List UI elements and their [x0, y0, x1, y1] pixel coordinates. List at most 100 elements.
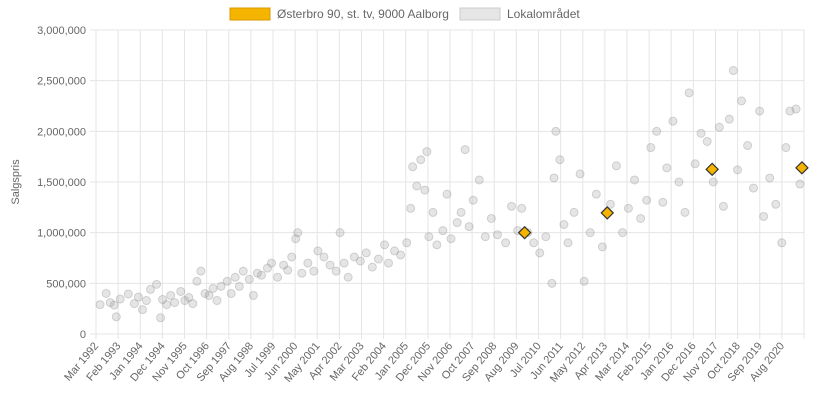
lokalomraadet-point[interactable]	[406, 203, 416, 213]
lokalomraadet-point[interactable]	[303, 258, 313, 268]
lokalomraadet-point[interactable]	[674, 177, 684, 187]
lokalomraadet-point[interactable]	[714, 122, 724, 132]
lokalomraadet-point[interactable]	[396, 250, 406, 260]
lokalomraadet-point[interactable]	[138, 305, 148, 315]
lokalomraadet-point[interactable]	[226, 288, 236, 298]
lokalomraadet-point[interactable]	[617, 228, 627, 238]
lokalomraadet-point[interactable]	[373, 254, 383, 264]
lokalomraadet-point[interactable]	[623, 203, 633, 213]
lokalomraadet-point[interactable]	[234, 281, 244, 291]
lokalomraadet-point[interactable]	[555, 155, 565, 165]
lokalomraadet-point[interactable]	[506, 201, 516, 211]
lokalomraadet-point[interactable]	[438, 226, 448, 236]
lokalomraadet-point[interactable]	[200, 288, 210, 298]
lokalomraadet-point[interactable]	[442, 189, 452, 199]
lokalomraadet-point[interactable]	[765, 173, 775, 183]
lokalomraadet-point[interactable]	[105, 298, 115, 308]
lokalomraadet-point[interactable]	[684, 88, 694, 98]
property-sale-point[interactable]	[705, 162, 720, 177]
lokalomraadet-point[interactable]	[287, 252, 297, 262]
lokalomraadet-point[interactable]	[158, 295, 168, 305]
lokalomraadet-point[interactable]	[486, 213, 496, 223]
lokalomraadet-point[interactable]	[408, 162, 418, 172]
lokalomraadet-point[interactable]	[549, 173, 559, 183]
legend[interactable]: Østerbro 90, st. tv, 9000 Aalborg Lokalom…	[229, 7, 580, 21]
lokalomraadet-point[interactable]	[547, 278, 557, 288]
lokalomraadet-point[interactable]	[156, 313, 166, 323]
lokalomraadet-point[interactable]	[123, 289, 133, 299]
lokalomraadet-point[interactable]	[559, 220, 569, 230]
lokalomraadet-point[interactable]	[343, 272, 353, 282]
lokalomraadet-point[interactable]	[141, 296, 151, 306]
lokalomraadet-point[interactable]	[646, 143, 656, 153]
lokalomraadet-point[interactable]	[222, 276, 232, 286]
lokalomraadet-point[interactable]	[111, 312, 121, 322]
lokalomraadet-point[interactable]	[702, 136, 712, 146]
lokalomraadet-point[interactable]	[208, 283, 218, 293]
lokalomraadet-point[interactable]	[133, 292, 143, 302]
lokalomraadet-point[interactable]	[349, 252, 359, 262]
lokalomraadet-point[interactable]	[724, 114, 734, 124]
lokalomraadet-point[interactable]	[696, 128, 706, 138]
lokalomraadet-point[interactable]	[585, 228, 595, 238]
lokalomraadet-point[interactable]	[291, 234, 301, 244]
lokalomraadet-point[interactable]	[642, 195, 652, 205]
lokalomraadet-point[interactable]	[605, 199, 615, 209]
lokalomraadet-point[interactable]	[529, 238, 539, 248]
lokalomraadet-point[interactable]	[355, 256, 365, 266]
lokalomraadet-point[interactable]	[446, 234, 456, 244]
lokalomraadet-point[interactable]	[474, 175, 484, 185]
lokalomraadet-point[interactable]	[212, 296, 222, 306]
lokalomraadet-point[interactable]	[262, 263, 272, 273]
lokalomraadet-point[interactable]	[563, 238, 573, 248]
lokalomraadet-point[interactable]	[256, 270, 266, 280]
lokalomraadet-point[interactable]	[662, 163, 672, 173]
lokalomraadet-point[interactable]	[460, 145, 470, 155]
lokalomraadet-point[interactable]	[718, 201, 728, 211]
legend-item-property[interactable]: Østerbro 90, st. tv, 9000 Aalborg	[229, 7, 449, 21]
lokalomraadet-point[interactable]	[309, 266, 319, 276]
lokalomraadet-point[interactable]	[216, 281, 226, 291]
lokalomraadet-point[interactable]	[749, 183, 759, 193]
lokalomraadet-point[interactable]	[238, 266, 248, 276]
lokalomraadet-point[interactable]	[325, 260, 335, 270]
property-sale-point[interactable]	[517, 225, 532, 240]
lokalomraadet-point[interactable]	[335, 228, 345, 238]
lokalomraadet-point[interactable]	[456, 207, 466, 217]
lokalomraadet-point[interactable]	[468, 195, 478, 205]
lokalomraadet-point[interactable]	[777, 238, 787, 248]
lokalomraadet-point[interactable]	[319, 252, 329, 262]
lokalomraadet-point[interactable]	[480, 232, 490, 242]
lokalomraadet-point[interactable]	[785, 106, 795, 116]
lokalomraadet-point[interactable]	[464, 222, 474, 232]
lokalomraadet-point[interactable]	[180, 296, 190, 306]
lokalomraadet-point[interactable]	[658, 197, 668, 207]
lokalomraadet-point[interactable]	[230, 272, 240, 282]
lokalomraadet-point[interactable]	[432, 240, 442, 250]
lokalomraadet-point[interactable]	[591, 189, 601, 199]
lokalomraadet-point[interactable]	[759, 211, 769, 221]
lokalomraadet-point[interactable]	[517, 203, 527, 213]
lokalomraadet-point[interactable]	[535, 248, 545, 258]
lokalomraadet-point[interactable]	[266, 258, 276, 268]
lokalomraadet-point[interactable]	[416, 155, 426, 165]
lokalomraadet-point[interactable]	[708, 177, 718, 187]
lokalomraadet-point[interactable]	[339, 258, 349, 268]
lokalomraadet-point[interactable]	[420, 185, 430, 195]
lokalomraadet-point[interactable]	[188, 299, 198, 309]
legend-item-lokalomraadet[interactable]: Lokalområdet	[459, 7, 580, 21]
lokalomraadet-point[interactable]	[737, 96, 747, 106]
lokalomraadet-point[interactable]	[95, 300, 105, 310]
lokalomraadet-point[interactable]	[428, 207, 438, 217]
lokalomraadet-point[interactable]	[690, 159, 700, 169]
lokalomraadet-point[interactable]	[636, 213, 646, 223]
lokalomraadet-point[interactable]	[755, 106, 765, 116]
lokalomraadet-point[interactable]	[384, 258, 394, 268]
lokalomraadet-point[interactable]	[402, 238, 412, 248]
lokalomraadet-point[interactable]	[680, 207, 690, 217]
lokalomraadet-point[interactable]	[575, 169, 585, 179]
lokalomraadet-point[interactable]	[541, 232, 551, 242]
lokalomraadet-point[interactable]	[244, 274, 254, 284]
lokalomraadet-point[interactable]	[424, 232, 434, 242]
lokalomraadet-point[interactable]	[184, 293, 194, 303]
